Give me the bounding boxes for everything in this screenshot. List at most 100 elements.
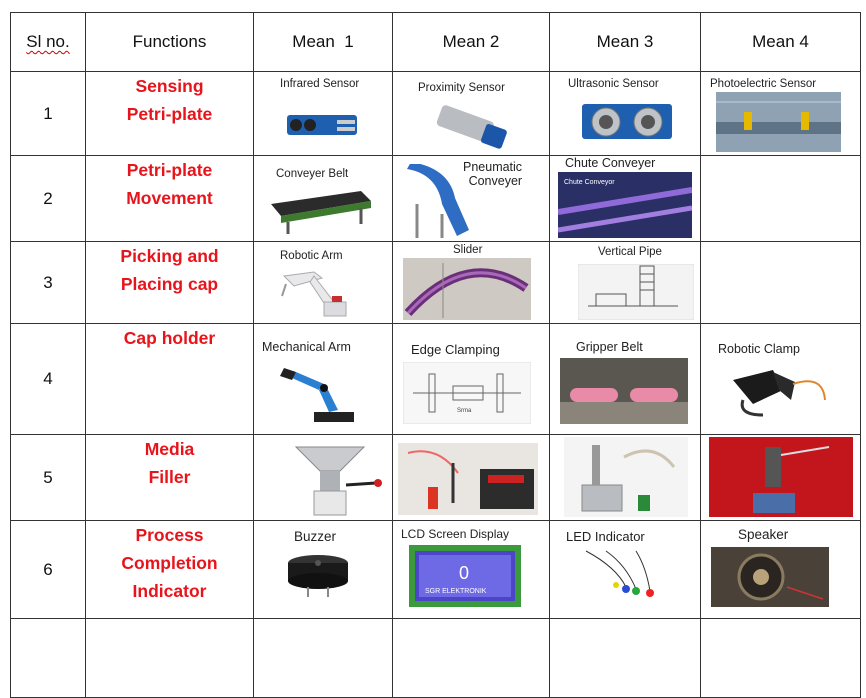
- function-cell: Sensing Petri-plate: [85, 71, 254, 156]
- mean-cell: Robotic Arm: [253, 241, 393, 324]
- robotic-clamp-image: [733, 370, 826, 417]
- slider-image: [403, 258, 531, 320]
- header-mean-3: Mean 3: [549, 12, 701, 72]
- mean-label: Infrared Sensor: [280, 78, 360, 90]
- function-line: Filler: [148, 467, 191, 487]
- vertical-pipe-image: [578, 264, 694, 320]
- function-line: Placing cap: [120, 274, 219, 294]
- edge-clamp-label: Srma: [457, 408, 472, 414]
- mean-label: LED Indicator: [566, 529, 645, 544]
- mean-label: Vertical Pipe: [598, 246, 662, 258]
- mean-label: Speaker: [738, 527, 789, 542]
- function-line: Media: [144, 439, 195, 459]
- function-cell: Cap holder: [85, 323, 254, 435]
- piston-filler-image: [564, 437, 688, 517]
- header-mean-4: Mean 4: [700, 12, 861, 72]
- chute-image-label: Chute Conveyor: [564, 179, 615, 186]
- mean-label: Gripper Belt: [576, 340, 643, 354]
- empty-cell: [392, 618, 550, 698]
- function-line: Picking and: [120, 246, 219, 266]
- mean-cell: Robotic Clamp: [700, 323, 861, 435]
- photoelectric-sensor-image: [716, 92, 841, 152]
- table-row: 5 Media Filler: [10, 434, 861, 521]
- row-number: 2: [10, 155, 86, 242]
- conveyer-belt-image: [271, 191, 371, 234]
- empty-cell: [85, 618, 254, 698]
- edge-clamping-image: Srma: [403, 362, 531, 424]
- function-cell: Petri-plate Movement: [85, 155, 254, 242]
- mean-cell: Conveyer Belt: [253, 155, 393, 242]
- mean-cell: Pneumatic Conveyer: [392, 155, 550, 242]
- mean-label: Photoelectric Sensor: [710, 78, 817, 90]
- mean-cell: Slider: [392, 241, 550, 324]
- mean-cell: Edge Clamping Srma: [392, 323, 550, 435]
- gravity-filler-image: [709, 437, 853, 517]
- mean-cell: [392, 434, 550, 521]
- empty-cell: [549, 618, 701, 698]
- mean-cell: Infrared Sensor: [253, 71, 393, 156]
- row-number: 3: [10, 241, 86, 324]
- led-indicator-image: [585, 550, 654, 597]
- function-cell: Picking and Placing cap: [85, 241, 254, 324]
- table-row-empty: [10, 618, 861, 698]
- function-cell: Process Completion Indicator: [85, 520, 254, 619]
- function-line: Completion: [121, 553, 218, 573]
- lcd-display-image: 0 SGR ELEKTRONIK: [409, 545, 521, 607]
- mean-cell-empty: [700, 241, 861, 324]
- row-number: 4: [10, 323, 86, 435]
- mean-cell: Proximity Sensor: [392, 71, 550, 156]
- buzzer-image: [288, 555, 348, 597]
- function-line: Sensing: [135, 76, 204, 96]
- morphological-chart: Sl no. Functions Mean 1 Mean 2 Mean 3 Me…: [10, 12, 861, 698]
- table-row: 2 Petri-plate Movement Conveyer Belt Pne…: [10, 155, 861, 242]
- lcd-text: SGR ELEKTRONIK: [425, 588, 487, 595]
- ultrasonic-sensor-image: [582, 104, 672, 139]
- mean-label: Edge Clamping: [411, 342, 500, 357]
- table-row: 4 Cap holder Mechanical Arm Edge Clampin…: [10, 323, 861, 435]
- mean-label: Slider: [453, 244, 483, 256]
- mean-cell: LED Indicator: [549, 520, 701, 619]
- table-row: 6 Process Completion Indicator Buzzer LC…: [10, 520, 861, 619]
- function-cell: Media Filler: [85, 434, 254, 521]
- robotic-arm-image: [281, 271, 347, 317]
- mechanical-arm-image: [280, 368, 354, 422]
- mean-cell: Speaker: [700, 520, 861, 619]
- pneumatic-conveyer-image: [407, 164, 469, 238]
- infrared-sensor-image: [287, 115, 357, 135]
- mean-cell: Chute Conveyer Chute Conveyor: [549, 155, 701, 242]
- proximity-sensor-image: [436, 105, 507, 149]
- function-line: Petri-plate: [126, 104, 213, 124]
- mean-cell: Gripper Belt: [549, 323, 701, 435]
- mean-cell: [549, 434, 701, 521]
- row-number: 5: [10, 434, 86, 521]
- function-line: Indicator: [132, 581, 207, 601]
- mean-cell: Photoelectric Sensor: [700, 71, 861, 156]
- table-row: 1 Sensing Petri-plate Infrared Sensor Pr…: [10, 71, 861, 156]
- gripper-belt-image: [560, 358, 688, 424]
- row-number: 6: [10, 520, 86, 619]
- mean-cell: Vertical Pipe: [549, 241, 701, 324]
- row-number: 1: [10, 71, 86, 156]
- mean-label: Robotic Arm: [280, 250, 343, 262]
- chute-conveyer-image: Chute Conveyor: [558, 172, 692, 238]
- header-sl-no: Sl no.: [10, 12, 86, 72]
- function-line: Process: [135, 525, 204, 545]
- header-functions: Functions: [85, 12, 254, 72]
- function-line: Movement: [126, 188, 213, 208]
- mean-label: Buzzer: [294, 529, 337, 544]
- header-mean-2: Mean 2: [392, 12, 550, 72]
- header-mean-1: Mean 1: [253, 12, 393, 72]
- empty-cell: [253, 618, 393, 698]
- mean-cell: [253, 434, 393, 521]
- empty-cell: [700, 618, 861, 698]
- mean-label: Ultrasonic Sensor: [568, 78, 659, 90]
- mean-cell: [700, 434, 861, 521]
- mean-cell: Buzzer: [253, 520, 393, 619]
- mean-cell: LCD Screen Display 0 SGR ELEKTRONIK: [392, 520, 550, 619]
- mean-label: Pneumatic Conveyer: [463, 160, 523, 188]
- empty-cell: [10, 618, 86, 698]
- liquid-filler-image: [398, 443, 538, 515]
- mean-label: LCD Screen Display: [401, 527, 510, 541]
- mean-label: Conveyer Belt: [276, 168, 349, 180]
- hopper-filler-image: [294, 446, 382, 516]
